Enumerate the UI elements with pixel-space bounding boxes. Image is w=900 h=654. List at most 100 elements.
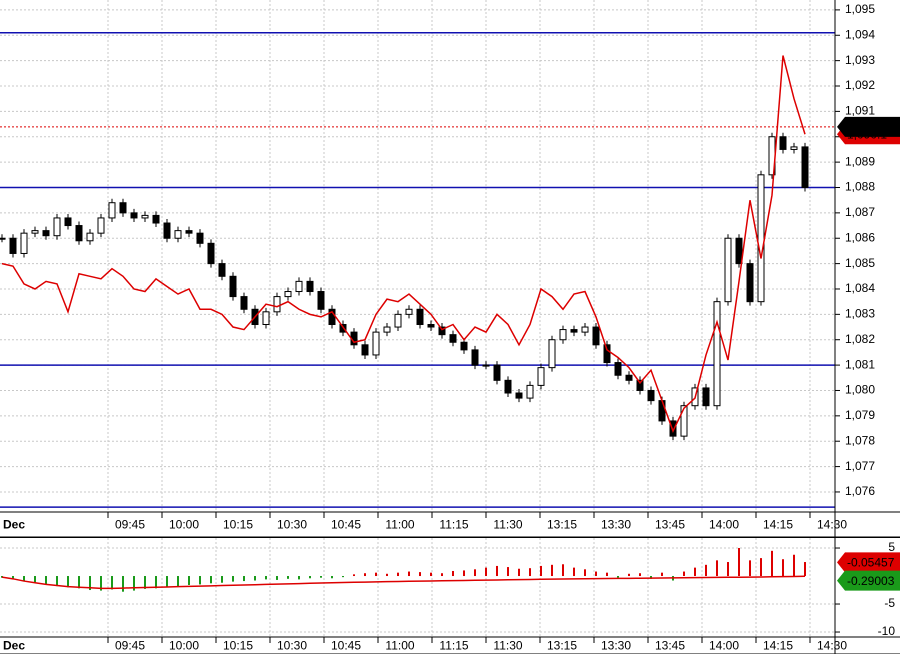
histogram-bar (408, 571, 410, 577)
histogram-bar (518, 568, 520, 577)
indicator-line (1, 575, 806, 590)
histogram-bar (529, 568, 531, 577)
y-tick-label: 1,076 (845, 484, 875, 498)
candle-body (86, 232, 94, 242)
x-tick-label: 10:30 (277, 639, 307, 653)
histogram-bar (56, 576, 58, 587)
candle-body (152, 214, 160, 224)
y-tick-label: 1,092 (845, 78, 875, 92)
x-tick-label: 10:30 (277, 518, 307, 532)
candle-body (108, 202, 116, 219)
candle-body (735, 237, 743, 265)
y-tick-label: 1,086 (845, 230, 875, 244)
histogram-bar (199, 576, 201, 585)
histogram-bar (353, 574, 355, 577)
x-tick-label: 11:15 (439, 518, 468, 532)
candle-body (581, 326, 589, 333)
candle-body (394, 313, 402, 328)
candle-body (427, 324, 435, 328)
candle-body (669, 420, 677, 437)
histogram-bar (716, 560, 718, 577)
histogram-bar (287, 576, 289, 579)
y-tick-label: 1,089 (845, 154, 875, 168)
histogram-bar (188, 576, 190, 585)
histogram-bar (144, 576, 146, 589)
x-tick-label: 14:00 (709, 639, 739, 653)
x-tick-label: 10:15 (223, 639, 253, 653)
candle-body (372, 331, 380, 356)
candle-body (141, 214, 149, 219)
candle-body (713, 301, 721, 407)
candle-body (603, 344, 611, 364)
histogram-bar (265, 576, 267, 580)
histogram-bar (628, 573, 630, 577)
histogram-bar (727, 562, 729, 577)
y-tick-label: 1,080 (845, 383, 875, 397)
candle-body (361, 344, 369, 356)
histogram-bar (683, 571, 685, 577)
y-tick-label: -10 (878, 624, 896, 638)
histogram-bar (111, 576, 113, 590)
y-tick-label: 1,085 (845, 256, 875, 270)
histogram-bar (1, 576, 3, 578)
y-tick-label: 1,088 (845, 180, 875, 194)
histogram-bar (584, 569, 586, 577)
y-tick-label: 1,082 (845, 332, 875, 346)
histogram-bar (595, 571, 597, 577)
candle-body (515, 392, 523, 399)
candle-body (614, 362, 622, 376)
candle-body (42, 230, 50, 237)
candle-body (130, 212, 138, 219)
x-tick-label: 14:00 (709, 518, 739, 532)
candle-body (449, 334, 457, 343)
candle-body (570, 329, 578, 333)
candle-body (801, 146, 809, 188)
candle-body (97, 217, 105, 234)
y-tick-label: 1,093 (845, 53, 875, 67)
price-line (1, 55, 806, 433)
histogram-bar (67, 576, 69, 588)
histogram-bar (782, 559, 784, 577)
histogram-bar (452, 570, 454, 577)
x-tick-label: 09:45 (115, 518, 145, 532)
x-tick-label: 13:45 (655, 639, 685, 653)
histogram-bar (100, 576, 102, 591)
histogram-bar (606, 572, 608, 577)
candle-body (64, 217, 72, 227)
y-tick-label: 1,095 (845, 2, 875, 16)
candle-body (625, 374, 633, 381)
candle-body (416, 308, 424, 326)
y-tick-label: 1,079 (845, 408, 875, 422)
y-tick-label: 1,077 (845, 459, 875, 473)
histogram-bar (771, 550, 773, 577)
histogram-bar (254, 576, 256, 581)
candle-body (53, 217, 61, 237)
candle-body (647, 389, 655, 402)
candle-body (229, 275, 237, 298)
x-tick-label: 13:15 (547, 518, 577, 532)
y-tick-label: 1,087 (845, 205, 875, 219)
x-tick-label: 14:30 (817, 518, 847, 532)
histogram-bar (155, 576, 157, 589)
histogram-bar (133, 576, 135, 591)
histogram-bar (540, 565, 542, 577)
value-tag-box (837, 116, 900, 137)
histogram-bar (221, 576, 223, 583)
histogram-bar (342, 576, 344, 578)
histogram-bar (309, 576, 311, 579)
histogram-bar (243, 576, 245, 582)
x-tick-label: 13:30 (601, 639, 631, 653)
histogram-bar (386, 573, 388, 577)
candle-body (196, 232, 204, 244)
candle-body (119, 202, 127, 214)
candle-body (218, 263, 226, 277)
value-tag-label: -0.29003 (847, 574, 895, 588)
histogram-bar (34, 576, 36, 583)
histogram-bar (694, 567, 696, 577)
histogram-bar (793, 554, 795, 577)
candle-body (746, 263, 754, 303)
x-tick-label: 14:15 (763, 518, 793, 532)
x-axis-band (0, 637, 900, 654)
candle-body (493, 364, 501, 381)
